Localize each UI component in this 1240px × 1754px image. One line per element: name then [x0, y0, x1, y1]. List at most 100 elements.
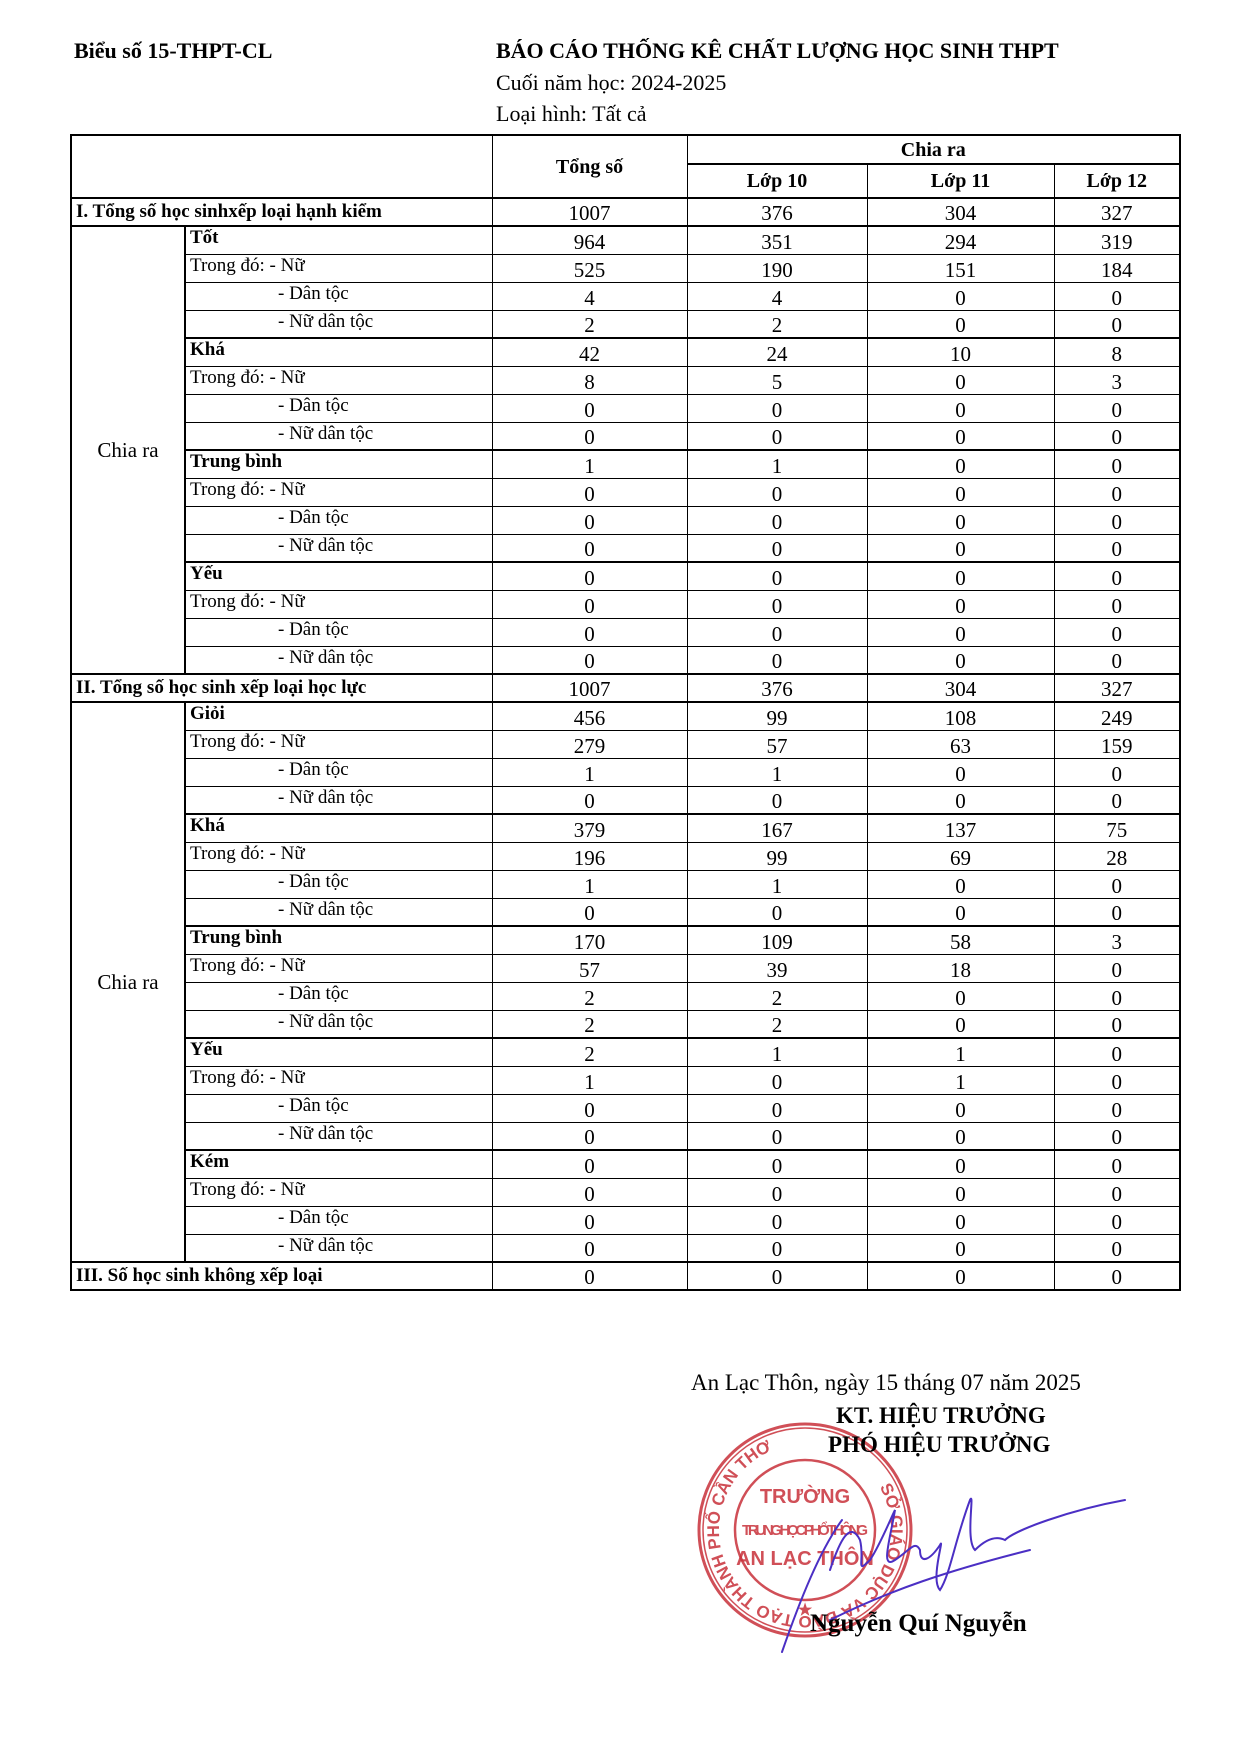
- section-row: II. Tổng số học sinh xếp loại học lực 100…: [70, 673, 1181, 703]
- value-grade-12: 0: [1053, 785, 1181, 815]
- value-total: 0: [491, 645, 688, 675]
- value-grade-11: 0: [866, 421, 1055, 451]
- value-grade-11: 0: [866, 981, 1055, 1011]
- value-grade-12: 0: [1053, 589, 1181, 619]
- value-total: 0: [491, 589, 688, 619]
- value-grade-10: 0: [686, 505, 868, 535]
- value-grade-10: 376: [686, 673, 868, 703]
- value-grade-10: 2: [686, 1009, 868, 1039]
- value-grade-11: 0: [866, 617, 1055, 647]
- sub-label: Trong đó: - Nữ: [184, 589, 493, 619]
- group-label: Yếu: [184, 1037, 493, 1067]
- value-grade-10: 5: [686, 365, 868, 395]
- value-grade-10: 1: [686, 449, 868, 479]
- split-label: Chia ra: [70, 225, 186, 675]
- value-grade-10: 0: [686, 1093, 868, 1123]
- group-label: Yếu: [184, 561, 493, 591]
- value-grade-12: 0: [1053, 757, 1181, 787]
- sub-row: - Nữ dân tộc 0 0 0 0: [71, 533, 1181, 563]
- sub-label: Trong đó: - Nữ: [184, 477, 493, 507]
- value-grade-12: 0: [1053, 561, 1181, 591]
- signer-name: Nguyễn Quí Nguyễn: [810, 1610, 1027, 1637]
- value-grade-12: 3: [1053, 365, 1181, 395]
- sub-label: Trong đó: - Nữ: [184, 953, 493, 983]
- value-grade-10: 167: [686, 813, 868, 843]
- sub-row: - Dân tộc 0 0 0 0: [71, 1205, 1181, 1235]
- sub-label: - Dân tộc: [184, 281, 493, 311]
- value-grade-12: 0: [1053, 449, 1181, 479]
- value-total: 4: [491, 281, 688, 311]
- section-title: III. Số học sinh không xếp loại: [70, 1261, 493, 1291]
- value-grade-12: 0: [1053, 477, 1181, 507]
- value-total: 170: [491, 925, 688, 955]
- value-total: 0: [491, 617, 688, 647]
- sub-label: - Nữ dân tộc: [184, 1121, 493, 1151]
- value-grade-10: 0: [686, 477, 868, 507]
- value-total: 8: [491, 365, 688, 395]
- header-blank-cell: [70, 134, 493, 199]
- group-label: Trung bình: [184, 449, 493, 479]
- value-grade-12: 75: [1053, 813, 1181, 843]
- sub-row: - Dân tộc 0 0 0 0: [71, 505, 1181, 535]
- sub-row: - Nữ dân tộc 2 2 0 0: [71, 1009, 1181, 1039]
- value-total: 0: [491, 533, 688, 563]
- value-grade-10: 109: [686, 925, 868, 955]
- value-grade-11: 137: [866, 813, 1055, 843]
- value-grade-11: 10: [866, 337, 1055, 367]
- value-total: 0: [491, 1205, 688, 1235]
- sub-label: - Dân tộc: [184, 505, 493, 535]
- value-total: 0: [491, 561, 688, 591]
- value-grade-12: 0: [1053, 393, 1181, 423]
- sub-row: - Dân tộc 1 1 0 0: [71, 757, 1181, 787]
- value-total: 0: [491, 897, 688, 927]
- value-total: 0: [491, 1121, 688, 1151]
- value-total: 525: [491, 253, 688, 283]
- sign-title-vice: KT. HIỆU TRƯỞNG: [836, 1403, 1046, 1428]
- group-label: Khá: [184, 813, 493, 843]
- value-grade-11: 58: [866, 925, 1055, 955]
- sub-label: Trong đó: - Nữ: [184, 841, 493, 871]
- sub-row: Trong đó: - Nữ 8 5 0 3: [71, 365, 1181, 395]
- value-grade-10: 0: [686, 1121, 868, 1151]
- value-grade-11: 69: [866, 841, 1055, 871]
- value-grade-11: 0: [866, 365, 1055, 395]
- value-grade-11: 0: [866, 897, 1055, 927]
- value-grade-12: 0: [1053, 617, 1181, 647]
- sub-row: - Nữ dân tộc 0 0 0 0: [71, 897, 1181, 927]
- value-grade-12: 0: [1053, 1121, 1181, 1151]
- sub-row: - Nữ dân tộc 2 2 0 0: [71, 309, 1181, 339]
- value-grade-10: 0: [686, 561, 868, 591]
- group-row: Yếu 0 0 0 0: [71, 561, 1181, 591]
- signature: [781, 1497, 1126, 1653]
- value-total: 1: [491, 757, 688, 787]
- sub-row: Trong đó: - Nữ 0 0 0 0: [71, 589, 1181, 619]
- value-grade-11: 0: [866, 1205, 1055, 1235]
- value-total: 2: [491, 1037, 688, 1067]
- value-grade-10: 57: [686, 729, 868, 759]
- sub-label: - Nữ dân tộc: [184, 785, 493, 815]
- sub-row: - Dân tộc 0 0 0 0: [71, 393, 1181, 423]
- value-grade-12: 0: [1053, 1149, 1181, 1179]
- value-grade-11: 0: [866, 281, 1055, 311]
- section-row: III. Số học sinh không xếp loại 0 0 0 0: [70, 1261, 1181, 1291]
- school-stamp: SỞ GIÁO DỤC VÀ ĐÀO TẠO THÀNH PHỐ CẦN THƠ…: [690, 1415, 920, 1645]
- sub-label: Trong đó: - Nữ: [184, 253, 493, 283]
- value-grade-10: 4: [686, 281, 868, 311]
- header-grade-12: Lớp 12: [1053, 163, 1181, 199]
- value-grade-11: 0: [866, 1093, 1055, 1123]
- section-title: II. Tổng số học sinh xếp loại học lực: [70, 673, 493, 703]
- value-grade-10: 24: [686, 337, 868, 367]
- value-total: 1: [491, 449, 688, 479]
- value-total: 2: [491, 309, 688, 339]
- value-grade-10: 0: [686, 1261, 868, 1291]
- sub-row: - Dân tộc 0 0 0 0: [71, 617, 1181, 647]
- sub-label: - Nữ dân tộc: [184, 897, 493, 927]
- sub-label: - Nữ dân tộc: [184, 1233, 493, 1263]
- header-grade-11: Lớp 11: [866, 163, 1055, 199]
- sub-label: - Dân tộc: [184, 617, 493, 647]
- group-row: Chia ra Tốt 964 351 294 319: [70, 225, 1181, 675]
- value-grade-11: 0: [866, 449, 1055, 479]
- value-total: 1007: [491, 197, 688, 227]
- school-year: Cuối năm học: 2024-2025: [496, 70, 727, 95]
- value-grade-12: 184: [1053, 253, 1181, 283]
